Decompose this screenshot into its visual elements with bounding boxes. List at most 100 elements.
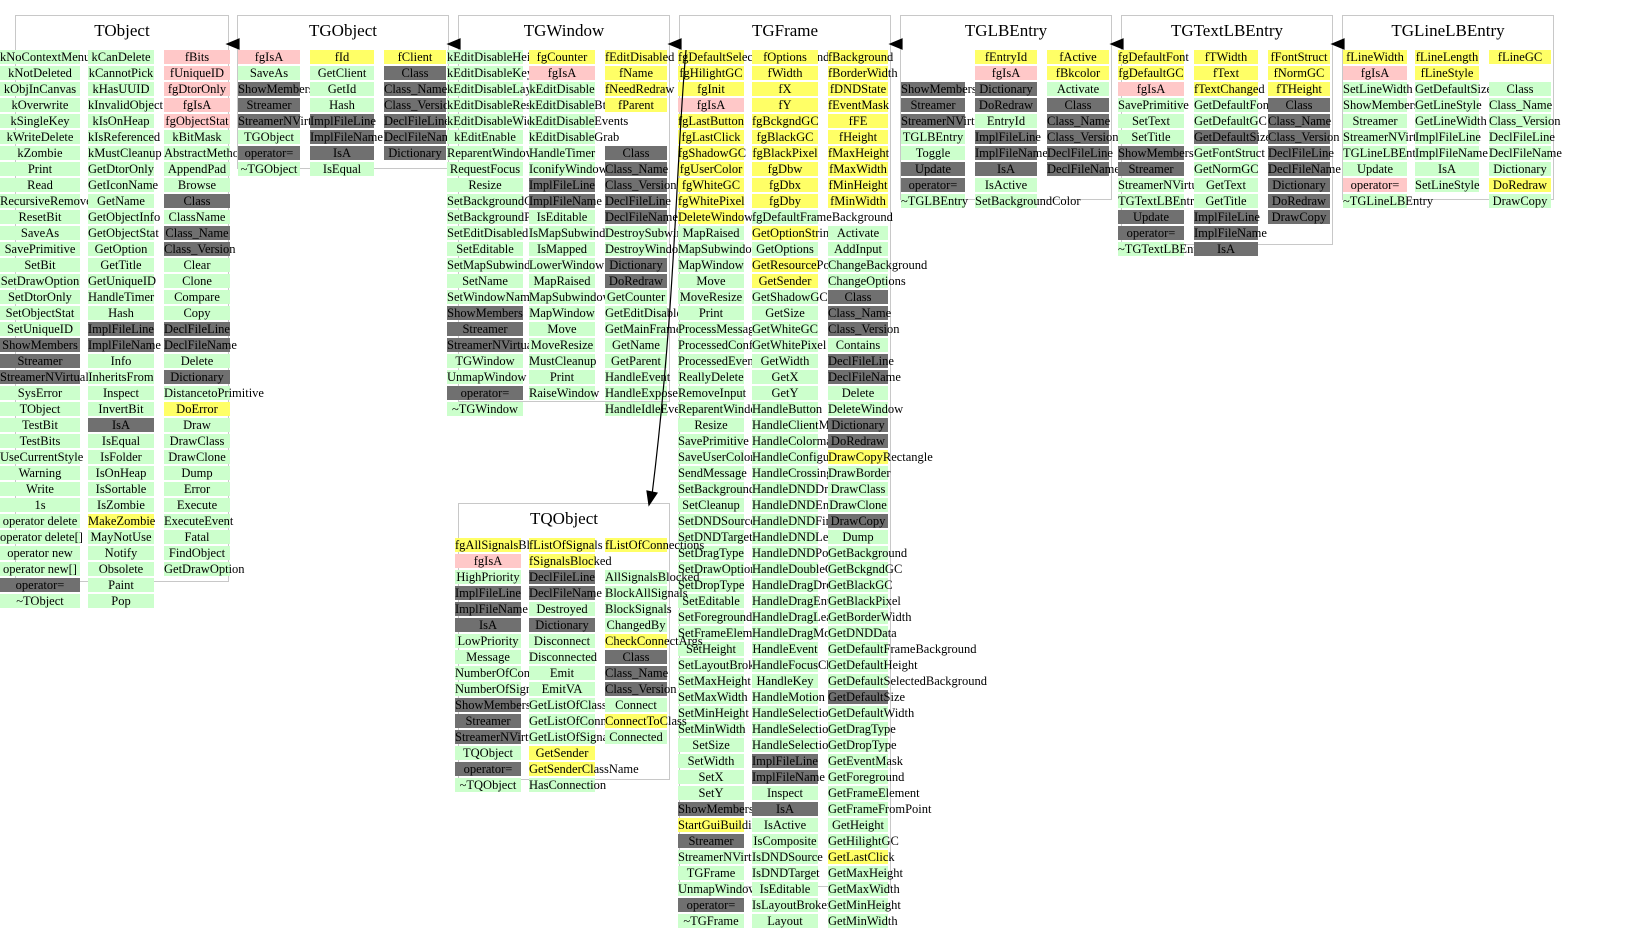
class-member: fgInit xyxy=(678,82,744,96)
class-member: GetDropType xyxy=(828,738,897,752)
class-member: DeclFileName xyxy=(1047,162,1120,176)
class-member: fMaxHeight xyxy=(828,146,890,160)
class-member: GetSender xyxy=(529,746,595,760)
class-member: ProcessMessage xyxy=(678,322,760,336)
class-member: fClient xyxy=(384,50,446,64)
class-member: fgHilightGC xyxy=(678,66,744,80)
class-member: fEventMask xyxy=(828,98,890,112)
class-member: UnmapWindow xyxy=(678,882,758,896)
class-member: ImplFileName xyxy=(752,770,825,784)
class-member: Class_Name xyxy=(384,82,448,96)
class-member: GetDefaultGC xyxy=(1194,114,1267,128)
class-member: GetName xyxy=(605,338,667,352)
class-member: fgIsA xyxy=(529,66,595,80)
class-member: IsEqual xyxy=(310,162,374,176)
class-member: SetObjectStat xyxy=(0,306,80,320)
class-member: SetDNDTarget xyxy=(678,530,753,544)
class-member: IsDNDSource xyxy=(752,850,823,864)
class-member: Class_Name xyxy=(164,226,230,240)
class-member: fFE xyxy=(828,114,888,128)
class-member: kEditDisableWidth xyxy=(447,114,544,128)
class-member: Streamer xyxy=(1343,114,1407,128)
arrowhead-tgtextlbentry-tglbentry xyxy=(1109,38,1124,50)
class-member: kSingleKey xyxy=(0,114,80,128)
class-member: HandleMotion xyxy=(752,690,825,704)
class-member: Dictionary xyxy=(1489,162,1551,176)
class-member: GetName xyxy=(88,194,154,208)
class-member: DeclFileLine xyxy=(828,354,894,368)
class-member: IsMapped xyxy=(529,242,595,256)
class-member: IsA xyxy=(455,618,521,632)
class-member: TGTextLBEntry xyxy=(1118,194,1201,208)
class-member: Update xyxy=(1118,210,1184,224)
class-member: BlockSignals xyxy=(605,602,672,616)
member-column: kCanDelete kCannotPick kHasUUID kInvalidObj… xyxy=(88,50,163,610)
class-member: StreamerNVirtual xyxy=(0,370,89,384)
class-member: fY xyxy=(752,98,818,112)
class-member: SetHeight xyxy=(678,642,744,656)
class-member: SetLineStyle xyxy=(1415,178,1480,192)
class-member: Dump xyxy=(164,466,230,480)
class-member: Layout xyxy=(752,914,818,928)
class-member: fListOfSignals xyxy=(529,538,603,552)
class-member: TGLBEntry xyxy=(901,130,965,144)
class-member: HandleExpose xyxy=(605,386,678,400)
class-member: fgUserColor xyxy=(678,162,744,176)
class-member: SetMinHeight xyxy=(678,706,749,720)
class-member: GetX xyxy=(752,370,818,384)
class-member: TestBits xyxy=(0,434,80,448)
class-member: kHasUUID xyxy=(88,82,154,96)
class-member: ImplFileName xyxy=(310,130,383,144)
class-member: AbstractMethod xyxy=(164,146,246,160)
class-member: GetWidth xyxy=(752,354,818,368)
class-member: DoRedraw xyxy=(1489,178,1551,192)
class-member: Dictionary xyxy=(975,82,1037,96)
class-member: SetCleanup xyxy=(678,498,744,512)
class-member: IsFolder xyxy=(88,450,154,464)
class-member: SetDtorOnly xyxy=(0,290,80,304)
class-member: HandleEvent xyxy=(752,642,818,656)
class-member: fgWhitePixel xyxy=(678,194,745,208)
class-member: SetLineWidth xyxy=(1343,82,1413,96)
class-box-tqobject: TQObject fgAllSignalsBlocked fgIsA HighPri… xyxy=(455,503,704,792)
class-member: IsActive xyxy=(752,818,818,832)
class-member: SetUniqueID xyxy=(0,322,80,336)
class-member: DoRedraw xyxy=(605,274,667,288)
class-member: Move xyxy=(678,274,744,288)
class-member: GetSender xyxy=(752,274,818,288)
class-member: GetObjectStat xyxy=(88,226,159,240)
class-member: fActive xyxy=(1047,50,1109,64)
class-member: ShowMembers xyxy=(455,698,531,712)
class-member: Dump xyxy=(828,530,888,544)
class-member: SetMaxWidth xyxy=(678,690,748,704)
member-column: fFontStruct fNormGC fTHeight Class Class_Nam… xyxy=(1268,50,1341,226)
class-member: Paint xyxy=(88,578,154,592)
class-member: IsA xyxy=(88,418,154,432)
class-member: Class_Name xyxy=(1489,98,1553,112)
class-member: fText xyxy=(1194,66,1258,80)
class-member: operator= xyxy=(238,146,300,160)
class-member: AppendPad xyxy=(164,162,230,176)
class-member: kEditDisableResize xyxy=(447,98,546,112)
class-member: Hash xyxy=(88,306,154,320)
class-member: fgIsA xyxy=(1343,66,1407,80)
class-member: GetClient xyxy=(310,66,374,80)
class-member: IsOnHeap xyxy=(88,466,154,480)
class-member: Print xyxy=(678,306,744,320)
class-member: SavePrimitive xyxy=(0,242,80,256)
class-member: Disconnect xyxy=(529,634,595,648)
class-member: ReparentWindow xyxy=(678,402,766,416)
class-member: Read xyxy=(0,178,80,192)
class-member: GetObjectInfo xyxy=(88,210,161,224)
class-member: Copy xyxy=(164,306,230,320)
class-member: Class_Version xyxy=(1489,114,1561,128)
class-member: fDNDState xyxy=(828,82,888,96)
class-member: SavePrimitive xyxy=(678,434,749,448)
class-member: GetTitle xyxy=(1194,194,1258,208)
class-member: fgBlackPixel xyxy=(752,146,818,160)
class-member: Activate xyxy=(828,226,888,240)
class-member: fTHeight xyxy=(1268,82,1330,96)
class-box-tgobject: TGObject fgIsA SaveAs ShowMembers Streamer S… xyxy=(237,15,457,176)
class-member: IsA xyxy=(1194,242,1258,256)
